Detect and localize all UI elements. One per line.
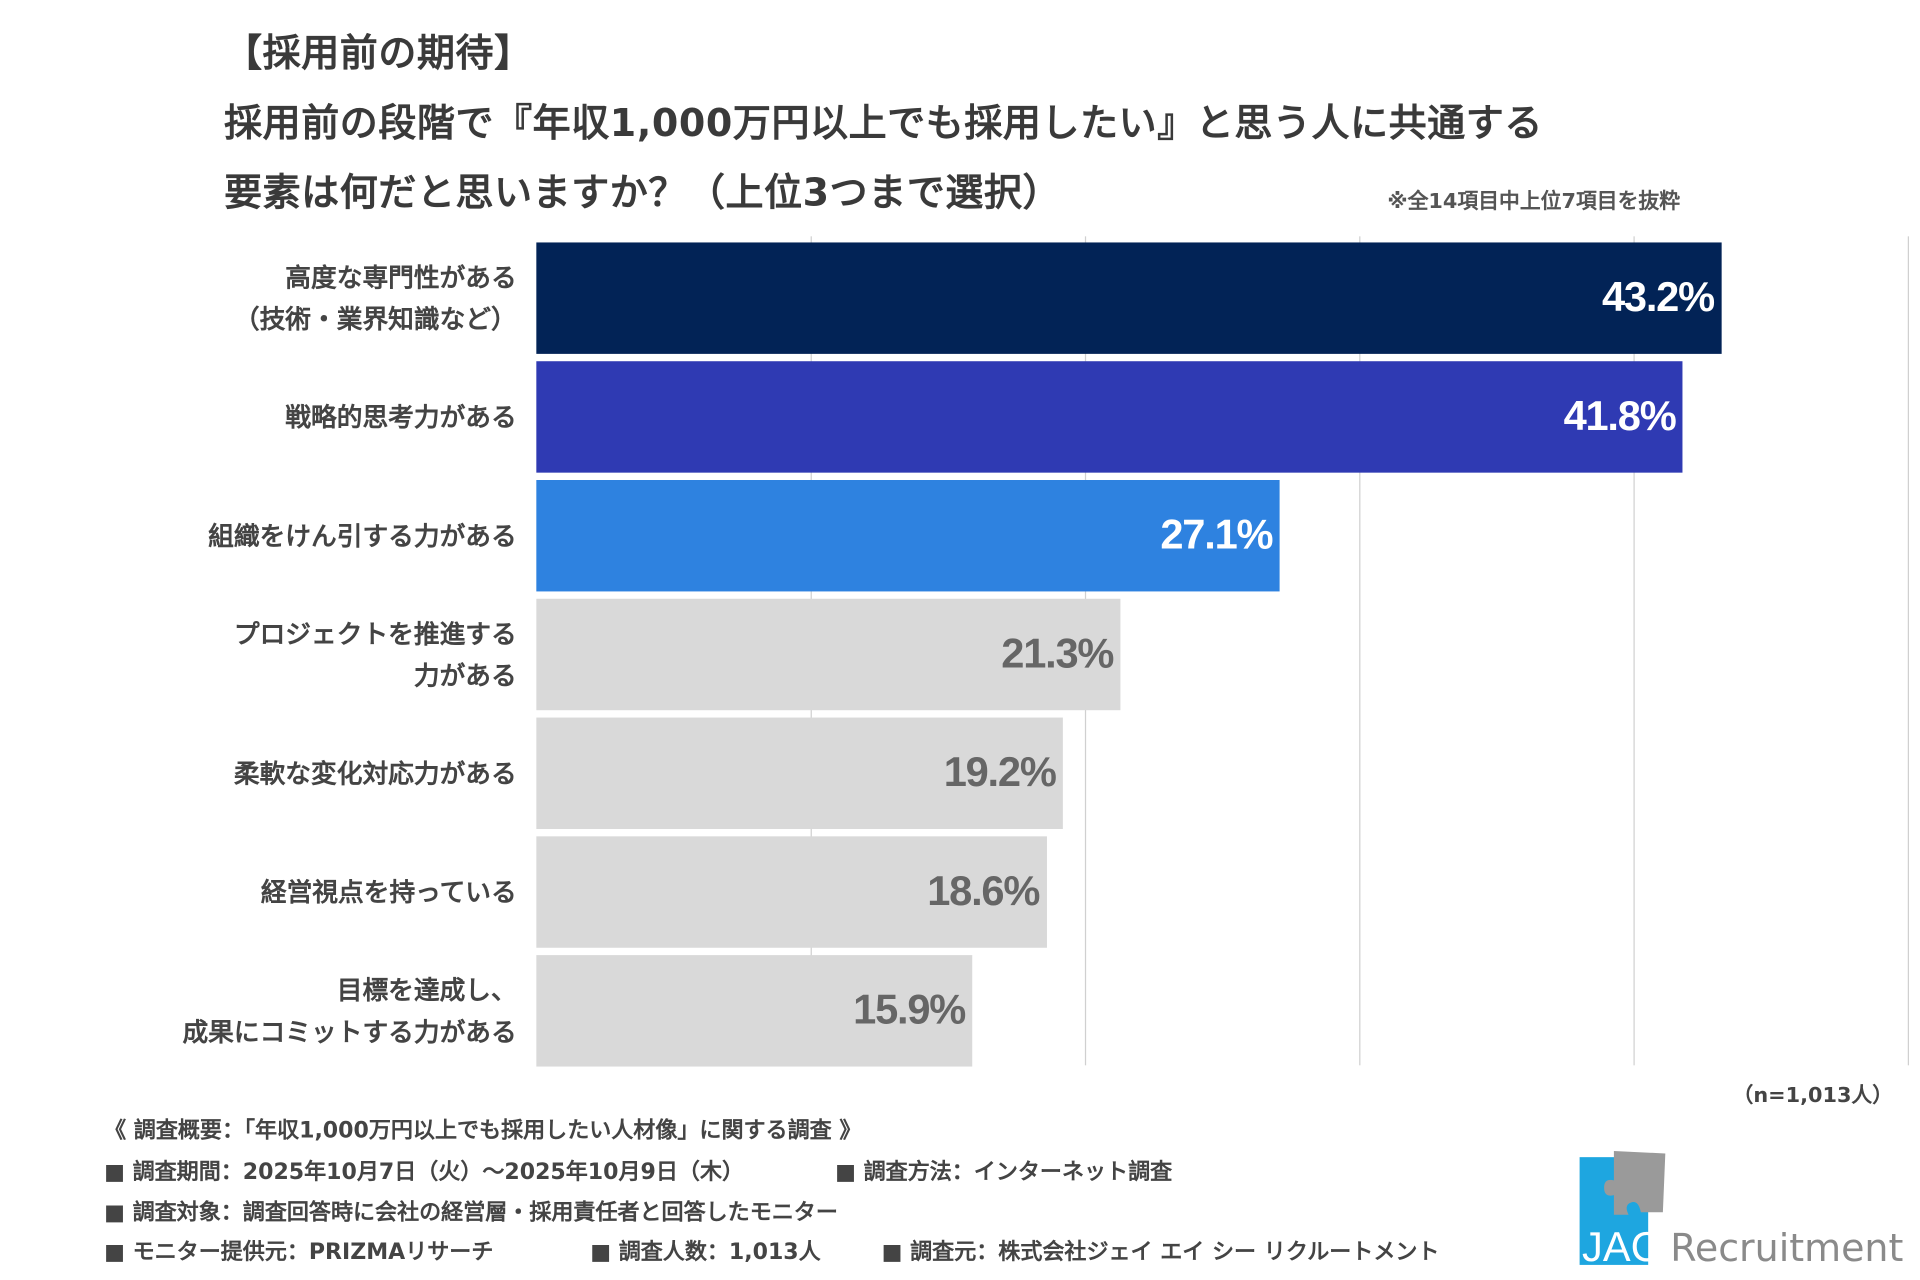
logo-jac-text: JAC [1582, 1223, 1661, 1267]
data-label: 19.2% [943, 749, 1057, 796]
survey-target: ■ 調査対象：調査回答時に会社の経営層・採用責任者と回答したモニター [104, 1200, 838, 1226]
data-label: 41.8% [1563, 393, 1677, 440]
bar [536, 480, 1280, 592]
survey-source: ■ 調査元：株式会社ジェイ エイ シー リクルートメント [881, 1239, 1440, 1265]
category-label: 戦略的思考力がある [285, 402, 517, 432]
data-label: 43.2% [1601, 274, 1715, 321]
survey-summary: 《 調査概要：「年収1,000万円以上でも採用したい人材像」に関する調査 》 [104, 1117, 862, 1144]
category-label: 目標を達成し、 成果にコミットする力がある [182, 975, 517, 1047]
data-label: 15.9% [853, 986, 966, 1034]
jac-recruitment-logo: JAC Recruitment [1579, 1151, 1903, 1267]
category-label: 柔軟な変化対応力がある [233, 758, 517, 788]
chart-title-line-2: 要素は何だと思いますか？（上位3つまで選択） [224, 171, 1062, 216]
category-label: プロジェクトを推進する 力がある [233, 618, 517, 691]
bar [536, 955, 973, 1067]
bar [536, 361, 1683, 473]
logo-gray-puzzle-piece [1604, 1151, 1666, 1215]
survey-method: ■ 調査方法：インターネット調査 [835, 1159, 1173, 1186]
gridline [1907, 236, 1909, 1066]
plot-area: 43.2% 41.8% 27.1% 21.3% 19.2% 18.6% 15.9% [536, 236, 1920, 1067]
category-label: 経営視点を持っている [260, 877, 517, 907]
bar [536, 242, 1722, 354]
bar [536, 598, 1121, 711]
chart-title-line-1: 採用前の段階で『年収1,000万円以上でも採用したい』と思う人に共通する [224, 101, 1543, 146]
data-label: 27.1% [1160, 511, 1273, 559]
bar [536, 836, 1047, 948]
category-label: 高度な専門性がある （技術・業界知識など） [233, 262, 517, 334]
gridline [1633, 236, 1635, 1066]
survey-period: ■ 調査期間：2025年10月7日（火）〜2025年10月9日（木） [104, 1159, 745, 1186]
bar [536, 717, 1063, 829]
sample-size-note: （n=1,013人） [1732, 1083, 1894, 1109]
chart-title-tag: 【採用前の期待】 [224, 31, 533, 76]
data-label: 18.6% [927, 868, 1040, 915]
selection-note: ※全14項目中上位7項目を抜粋 [1387, 189, 1681, 215]
monitor-provider: ■ モニター提供元：PRIZMAリサーチ [104, 1239, 494, 1265]
logo-recruitment-text: Recruitment [1670, 1226, 1903, 1267]
category-label: 組織をけん引する力がある [208, 521, 517, 551]
survey-count: ■ 調査人数：1,013人 [590, 1239, 821, 1265]
data-label: 21.3% [1001, 630, 1114, 678]
gridline [1359, 236, 1361, 1066]
